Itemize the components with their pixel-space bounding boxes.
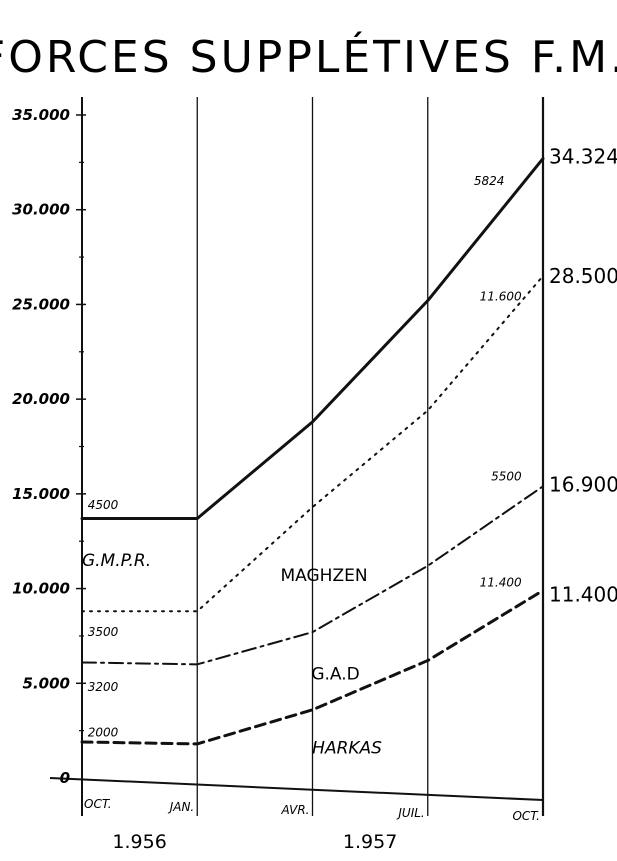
y-tick-label: 35.000 [12, 106, 70, 124]
end-value-label: 11.600 [480, 290, 522, 304]
x-tick-label: AVR. [281, 803, 310, 817]
axis-layer: 0 5.000 10.000 15.000 20.000 25.000 30.000 35.0… [12, 97, 544, 853]
total-label: 16.900 [549, 472, 617, 496]
y-tick-label: 0 [60, 769, 70, 787]
end-value-label: 5500 [491, 470, 522, 484]
y-tick-label: 10.000 [12, 580, 70, 598]
grid-layer [196, 97, 545, 816]
total-label: 34.324 [549, 145, 617, 169]
start-value-label: 2000 [88, 725, 119, 739]
end-value-label: 5824 [474, 174, 505, 188]
x-tick-label: JUIL. [396, 806, 424, 820]
y-tick-label: 5.000 [23, 674, 70, 692]
y-tick-label: 15.000 [12, 485, 70, 503]
label-layer: G.M.P.R. MAGHZEN G.A.D HARKAS 4500 3500 3200 20… [82, 145, 617, 759]
y-tick-label: 25.000 [12, 295, 70, 313]
x-tick-label: OCT. [512, 809, 540, 823]
year-label: 1.956 [112, 831, 166, 853]
y-tick-label: 20.000 [12, 390, 70, 408]
y-tick-label: 30.000 [12, 201, 70, 219]
x-axis [49, 777, 544, 801]
region-label: G.A.D [311, 664, 359, 684]
series-line-maghzen [81, 275, 544, 613]
start-value-label: 3200 [88, 680, 119, 694]
series-layer [80, 157, 545, 746]
start-value-label: 4500 [88, 498, 119, 512]
end-value-label: 11.400 [480, 576, 522, 590]
start-value-label: 3500 [88, 625, 119, 639]
total-label: 11.400 [549, 582, 617, 606]
x-tick-label: JAN. [168, 800, 195, 814]
chart-title: FORCES SUPPLÉTIVES F.M.A [0, 30, 617, 83]
region-label: G.M.P.R. [82, 551, 151, 571]
year-label: 1.957 [343, 831, 397, 853]
region-label: MAGHZEN [280, 566, 367, 586]
x-tick-label: OCT. [84, 797, 112, 811]
region-label: HARKAS [312, 738, 382, 758]
total-label: 28.500 [549, 264, 617, 288]
